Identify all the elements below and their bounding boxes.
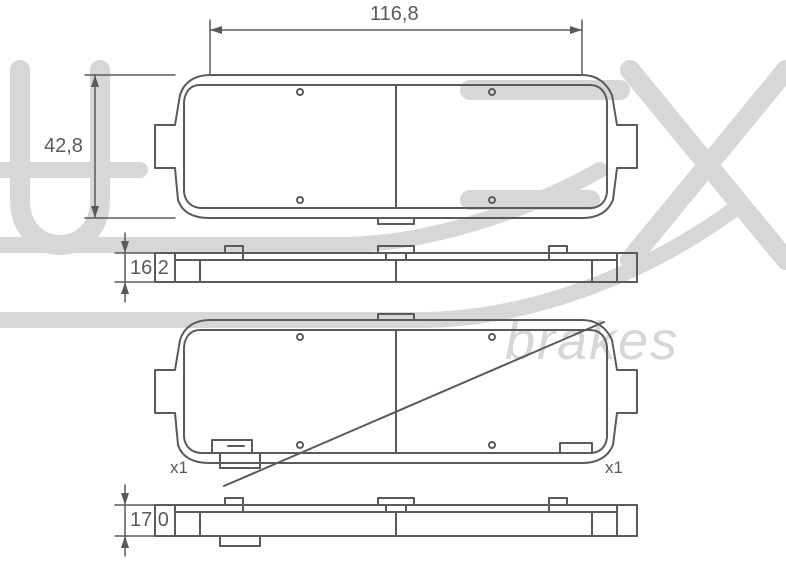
pad-side-inner [155, 246, 637, 282]
qty-right: x1 [605, 458, 623, 478]
dim-width [210, 20, 582, 75]
dim-thickness-outer-value: 17,0 [130, 509, 169, 532]
qty-left: x1 [170, 458, 188, 478]
dim-height-value: 42,8 [44, 135, 83, 158]
brake-pad-drawing [0, 0, 786, 584]
pad-side-outer [155, 498, 637, 546]
dim-height [85, 75, 175, 218]
pad-face-bottom [155, 314, 637, 486]
pad-face-top [155, 75, 637, 224]
dim-width-value: 116,8 [370, 3, 419, 26]
dim-thickness-inner-value: 16,2 [130, 257, 169, 280]
technical-drawing-canvas: brakes [0, 0, 786, 584]
